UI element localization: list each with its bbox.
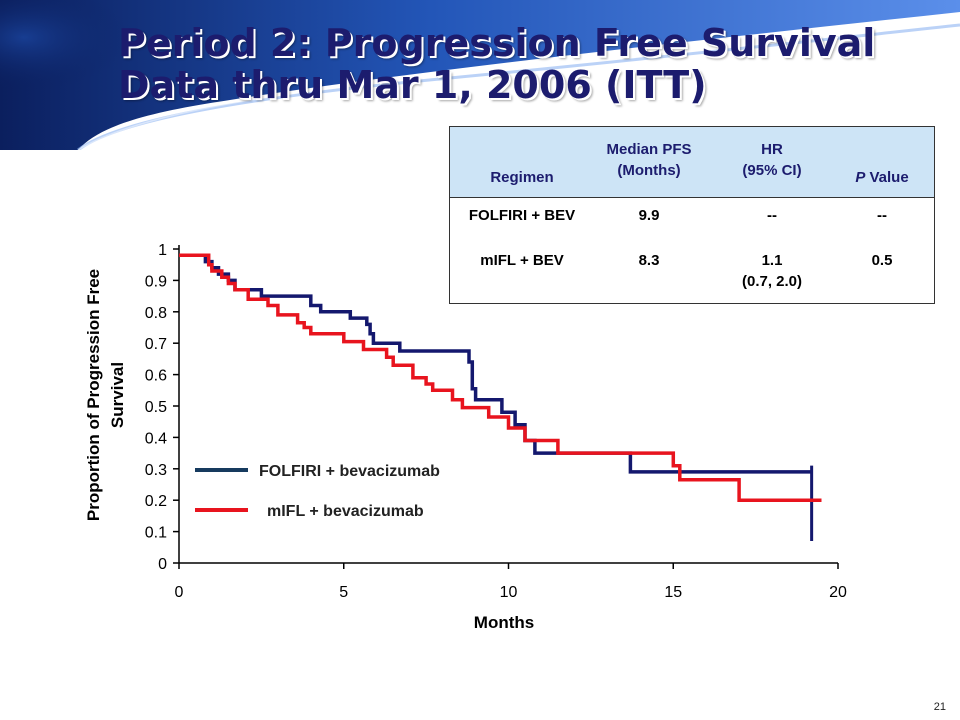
y-tick-label: 0.5 <box>145 399 167 416</box>
row-1-regimen: FOLFIRI + BEV <box>468 207 576 224</box>
row-2-hr: 1.1 (0.7, 2.0) <box>716 250 828 292</box>
header-p-rest: Value <box>865 169 909 186</box>
y-tick-label: 0.3 <box>145 462 167 479</box>
header-hr-line-1: HR <box>761 141 783 158</box>
chart-legend: FOLFIRI + bevacizumab mIFL + bevacizumab <box>195 463 440 520</box>
row-2-p: 0.5 <box>871 252 893 269</box>
y-tick-label: 0.8 <box>145 305 167 322</box>
row-2-hr-ci: (0.7, 2.0) <box>741 273 803 290</box>
y-tick-label: 0.4 <box>145 430 167 447</box>
y-tick-label: 1 <box>158 242 167 259</box>
series-line-1 <box>179 253 812 474</box>
header-regimen: Regimen <box>490 169 554 186</box>
y-tick-label: 0.2 <box>145 493 167 510</box>
legend-label-2: mIFL + bevacizumab <box>267 503 424 520</box>
header-p-value: P Value <box>830 167 934 188</box>
slide-title: Period 2: Progression Free Survival Data… <box>118 22 875 106</box>
slide-title-line-1: Period 2: Progression Free Survival <box>118 21 876 65</box>
y-tick-label: 0.6 <box>145 368 167 385</box>
x-tick-label: 5 <box>339 584 348 601</box>
row-2-median: 8.3 <box>638 252 660 269</box>
row-2-regimen: mIFL + BEV <box>480 252 564 269</box>
x-tick-label: 10 <box>500 584 518 601</box>
legend-label-1: FOLFIRI + bevacizumab <box>259 463 440 480</box>
y-tick-label: 0.1 <box>145 525 167 542</box>
x-tick-label: 20 <box>829 584 847 601</box>
x-tick-label: 0 <box>175 584 184 601</box>
y-axis-label-line-2: Survival <box>108 362 127 428</box>
row-1-median: 9.9 <box>638 207 660 224</box>
header-median-pfs: Median PFS (Months) <box>584 139 714 181</box>
chart-series <box>179 253 822 542</box>
table-header: Regimen Median PFS (Months) HR (95% CI) … <box>450 127 934 198</box>
chart-ticks: 00.10.20.30.40.50.60.70.80.910 5 10 15 20 <box>145 242 847 601</box>
header-hr: HR (95% CI) <box>716 139 828 181</box>
x-axis-label: Months <box>474 613 534 632</box>
header-hr-line-2: (95% CI) <box>742 162 802 179</box>
y-axis-label-line-1: Proportion of Progression Free <box>84 269 103 521</box>
slide-title-line-2: Data thru Mar 1, 2006 (ITT) <box>118 63 707 107</box>
x-tick-label: 15 <box>664 584 682 601</box>
row-1-p: -- <box>877 207 887 224</box>
header-median-pfs-line-1: Median PFS <box>606 141 692 158</box>
row-2-hr-value: 1.1 <box>761 252 783 269</box>
row-1-hr: -- <box>767 207 777 224</box>
header-p-italic: P <box>855 169 866 186</box>
pfs-stats-table: Regimen Median PFS (Months) HR (95% CI) … <box>449 126 935 304</box>
y-tick-label: 0.7 <box>145 336 167 353</box>
title-banner <box>0 0 960 150</box>
page-number: 21 <box>933 701 946 713</box>
series-line-2 <box>179 253 822 502</box>
y-tick-label: 0.9 <box>145 273 167 290</box>
header-median-pfs-line-2: (Months) <box>617 162 681 179</box>
y-tick-label: 0 <box>158 556 167 573</box>
